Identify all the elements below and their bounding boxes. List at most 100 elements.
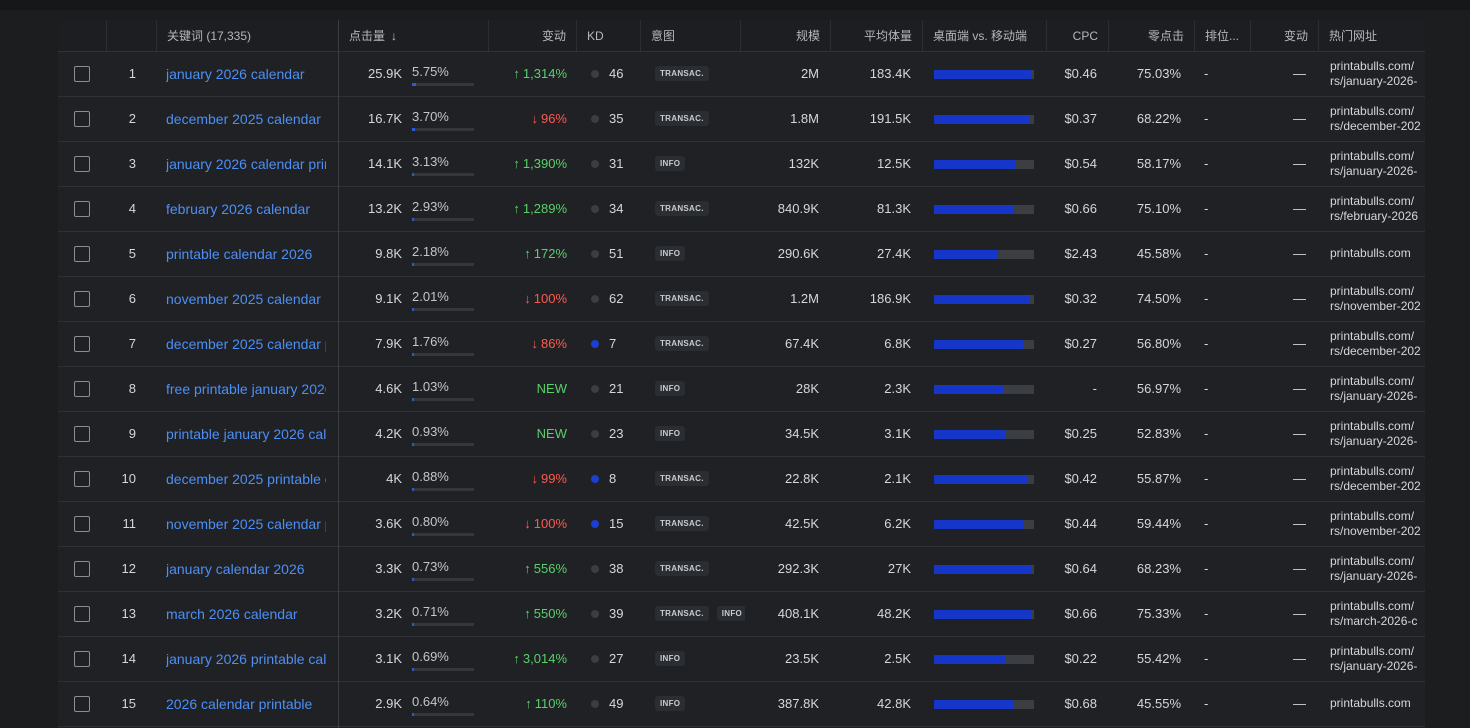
table-row[interactable]: 15 2026 calendar printable 2.9K 0.64% ↑ … — [58, 681, 1425, 727]
header-rank[interactable]: 排位... — [1194, 20, 1250, 51]
top-url-cell[interactable]: printabulls.com/ rs/march-2026-c — [1330, 591, 1425, 636]
top-url-link[interactable]: printabulls.com/ rs/january-2026- — [1330, 644, 1417, 674]
keyword-link[interactable]: december 2025 calendar printable — [166, 335, 326, 352]
keyword-link[interactable]: march 2026 calendar — [166, 605, 298, 622]
table-row[interactable]: 13 march 2026 calendar 3.2K 0.71% ↑ 550%… — [58, 591, 1425, 637]
top-url-cell[interactable]: printabulls.com — [1330, 681, 1425, 726]
keyword-link[interactable]: december 2025 calendar — [166, 110, 321, 127]
top-url-cell[interactable]: printabulls.com/ rs/december-202 — [1330, 96, 1425, 141]
header-avg-volume[interactable]: 平均体量 — [830, 20, 922, 51]
header-intent[interactable]: 意图 — [640, 20, 740, 51]
top-url-link[interactable]: printabulls.com/ rs/november-202 — [1330, 284, 1421, 314]
row-checkbox[interactable] — [74, 650, 90, 667]
top-url-cell[interactable]: printabulls.com/ rs/january-2026- — [1330, 366, 1425, 411]
header-top-url[interactable]: 热门网址 — [1318, 20, 1425, 51]
row-checkbox[interactable] — [74, 200, 90, 217]
keyword-link[interactable]: 2026 calendar printable — [166, 695, 313, 712]
row-checkbox[interactable] — [74, 560, 90, 577]
row-checkbox[interactable] — [74, 335, 90, 352]
top-url-cell[interactable]: printabulls.com/ rs/november-202 — [1330, 276, 1425, 321]
top-url-cell[interactable]: printabulls.com/ rs/january-2026- — [1330, 51, 1425, 96]
top-url-cell[interactable]: printabulls.com/ rs/february-2026 — [1330, 186, 1425, 231]
clicks-share-bar — [412, 263, 474, 266]
top-url-cell[interactable]: printabulls.com/ rs/december-202 — [1330, 321, 1425, 366]
keyword-link[interactable]: december 2025 printable calendar — [166, 470, 326, 487]
top-url-link[interactable]: printabulls.com — [1330, 696, 1411, 711]
clicks-share: 2.93% — [412, 186, 478, 231]
cpc-value: $0.27 — [1064, 336, 1097, 351]
table-row[interactable]: 9 printable january 2026 calendar 4.2K 0… — [58, 411, 1425, 457]
table-row[interactable]: 10 december 2025 printable calendar 4K 0… — [58, 456, 1425, 502]
top-url-link[interactable]: printabulls.com/ rs/march-2026-c — [1330, 599, 1417, 629]
row-checkbox[interactable] — [74, 155, 90, 172]
header-scale[interactable]: 规模 — [740, 20, 830, 51]
table-row[interactable]: 7 december 2025 calendar printable 7.9K … — [58, 321, 1425, 367]
top-url-cell[interactable]: printabulls.com/ rs/january-2026- — [1330, 411, 1425, 456]
keyword-link[interactable]: january 2026 printable calendar — [166, 650, 326, 667]
top-url-cell[interactable]: printabulls.com/ rs/january-2026- — [1330, 141, 1425, 186]
top-url-link[interactable]: printabulls.com/ rs/january-2026- — [1330, 374, 1417, 404]
top-url-link[interactable]: printabulls.com/ rs/january-2026- — [1330, 554, 1417, 584]
keyword-link[interactable]: february 2026 calendar — [166, 200, 310, 217]
top-url-link[interactable]: printabulls.com/ rs/january-2026- — [1330, 419, 1417, 449]
top-url-cell[interactable]: printabulls.com/ rs/january-2026- — [1330, 636, 1425, 681]
table-row[interactable]: 8 free printable january 2026 calendar 4… — [58, 366, 1425, 412]
table-row[interactable]: 6 november 2025 calendar 9.1K 2.01% ↓ 10… — [58, 276, 1425, 322]
table-row[interactable]: 14 january 2026 printable calendar 3.1K … — [58, 636, 1425, 682]
top-url-link[interactable]: printabulls.com/ rs/december-202 — [1330, 329, 1421, 359]
row-checkbox[interactable] — [74, 65, 90, 82]
top-url-link[interactable]: printabulls.com/ rs/december-202 — [1330, 464, 1421, 494]
row-checkbox[interactable] — [74, 245, 90, 262]
row-checkbox[interactable] — [74, 290, 90, 307]
top-url-cell[interactable]: printabulls.com/ rs/november-202 — [1330, 501, 1425, 546]
row-checkbox[interactable] — [74, 380, 90, 397]
header-clicks[interactable]: 点击量 ↓ — [338, 20, 488, 51]
header-change[interactable]: 变动 — [488, 20, 576, 51]
table-row[interactable]: 1 january 2026 calendar 25.9K 5.75% ↑ 1,… — [58, 51, 1425, 97]
top-url-line2: rs/january-2026- — [1330, 433, 1418, 448]
row-checkbox[interactable] — [74, 110, 90, 127]
header-cpc[interactable]: CPC — [1046, 20, 1108, 51]
table-row[interactable]: 3 january 2026 calendar printable 14.1K … — [58, 141, 1425, 187]
desktop-mobile-bar — [934, 430, 1034, 439]
rank-value: - — [1204, 561, 1209, 576]
top-url-link[interactable]: printabulls.com/ rs/november-202 — [1330, 509, 1421, 539]
top-url-cell[interactable]: printabulls.com/ rs/january-2026- — [1330, 546, 1425, 591]
top-url-link[interactable]: printabulls.com/ rs/january-2026- — [1330, 149, 1417, 179]
top-url-link[interactable]: printabulls.com/ rs/december-202 — [1330, 104, 1421, 134]
header-rank-change[interactable]: 变动 — [1250, 20, 1318, 51]
header-keyword[interactable]: 关键词 (17,335) — [156, 20, 338, 51]
intent-cell: INFO — [655, 231, 745, 276]
keyword-link[interactable]: november 2025 calendar — [166, 290, 321, 307]
row-checkbox-cell — [74, 141, 94, 186]
keyword-link[interactable]: january calendar 2026 — [166, 560, 305, 577]
keyword-link[interactable]: printable calendar 2026 — [166, 245, 313, 262]
keyword-link[interactable]: november 2025 calendar printable — [166, 515, 326, 532]
keyword-link[interactable]: printable january 2026 calendar — [166, 425, 326, 442]
change-text: 172% — [533, 246, 567, 261]
keyword-link[interactable]: january 2026 calendar printable — [166, 155, 326, 172]
row-checkbox[interactable] — [74, 695, 90, 712]
header-desktop-mobile[interactable]: 桌面端 vs. 移动端 — [922, 20, 1046, 51]
header-zero-click[interactable]: 零点击 — [1108, 20, 1194, 51]
table-row[interactable]: 2 december 2025 calendar 16.7K 3.70% ↓ 9… — [58, 96, 1425, 142]
row-index: 14 — [121, 651, 136, 666]
row-checkbox[interactable] — [74, 425, 90, 442]
keyword-link[interactable]: free printable january 2026 calendar — [166, 380, 326, 397]
table-row[interactable]: 12 january calendar 2026 3.3K 0.73% ↑ 55… — [58, 546, 1425, 592]
top-url-link[interactable]: printabulls.com — [1330, 246, 1411, 261]
row-checkbox[interactable] — [74, 470, 90, 487]
top-url-cell[interactable]: printabulls.com/ rs/december-202 — [1330, 456, 1425, 501]
top-url-link[interactable]: printabulls.com/ rs/february-2026 — [1330, 194, 1418, 224]
keyword-link[interactable]: january 2026 calendar — [166, 65, 305, 82]
top-url-cell[interactable]: printabulls.com — [1330, 231, 1425, 276]
top-url-link[interactable]: printabulls.com/ rs/january-2026- — [1330, 59, 1417, 89]
kd-cell: 51 — [591, 231, 641, 276]
row-checkbox[interactable] — [74, 605, 90, 622]
top-band — [0, 0, 1470, 10]
header-kd[interactable]: KD — [576, 20, 640, 51]
table-row[interactable]: 4 february 2026 calendar 13.2K 2.93% ↑ 1… — [58, 186, 1425, 232]
table-row[interactable]: 5 printable calendar 2026 9.8K 2.18% ↑ 1… — [58, 231, 1425, 277]
row-checkbox[interactable] — [74, 515, 90, 532]
table-row[interactable]: 11 november 2025 calendar printable 3.6K… — [58, 501, 1425, 547]
